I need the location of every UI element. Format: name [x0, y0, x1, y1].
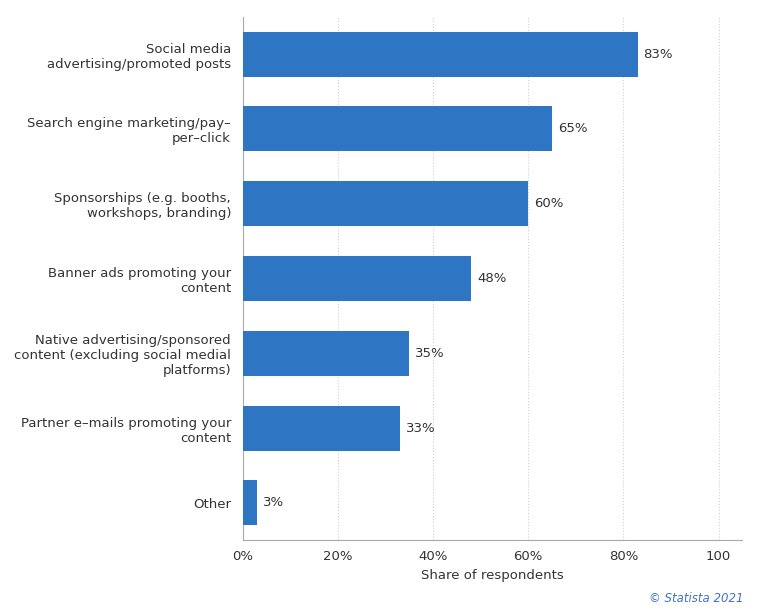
- Text: 33%: 33%: [405, 422, 435, 435]
- Bar: [243, 331, 409, 376]
- Text: 65%: 65%: [558, 122, 587, 135]
- Bar: [243, 406, 400, 451]
- Text: © Statista 2021: © Statista 2021: [649, 592, 744, 605]
- Text: 35%: 35%: [415, 347, 445, 360]
- Text: 60%: 60%: [534, 197, 563, 210]
- Bar: [243, 32, 638, 77]
- Text: 48%: 48%: [477, 272, 506, 285]
- Bar: [243, 181, 528, 226]
- Text: 3%: 3%: [263, 496, 284, 510]
- X-axis label: Share of respondents: Share of respondents: [421, 569, 564, 581]
- Bar: [243, 256, 471, 301]
- Bar: [243, 481, 257, 526]
- Text: 83%: 83%: [644, 47, 673, 61]
- Bar: [243, 106, 552, 151]
